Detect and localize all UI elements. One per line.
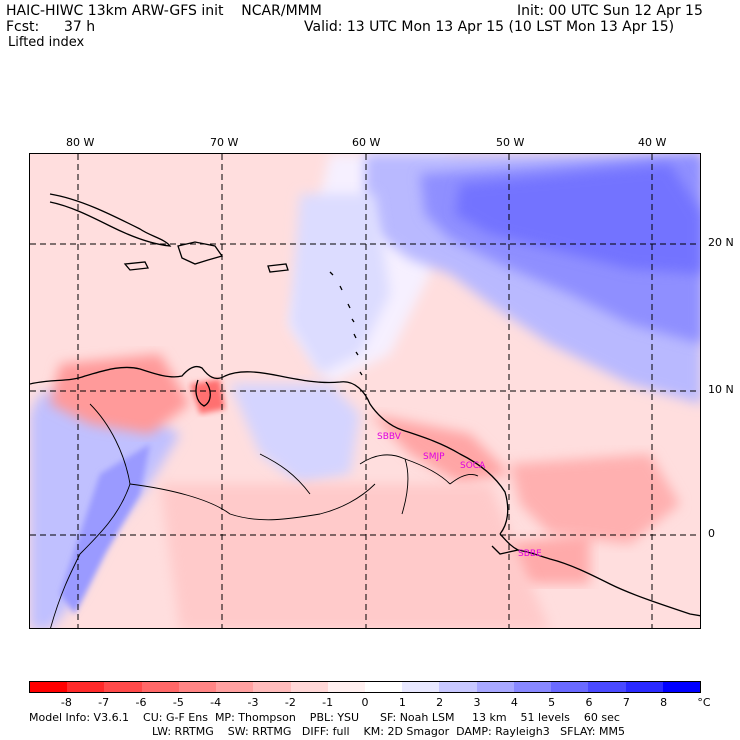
colorbar-tick-label: 1 — [398, 696, 406, 709]
colorbar-segment — [67, 682, 105, 692]
colorbar-tick-label: 4 — [510, 696, 518, 709]
colorbar-tick-label: 7 — [622, 696, 630, 709]
colorbar-tick-label: 2 — [436, 696, 444, 709]
colorbar-segment — [30, 682, 68, 692]
forecast-label: Fcst: — [6, 19, 40, 35]
colorbar-tick-label: -6 — [135, 696, 147, 709]
colorbar-tick-label: -8 — [60, 696, 72, 709]
lifted-index-field — [30, 154, 700, 628]
colorbar-units: °C — [697, 696, 711, 709]
colorbar-tick-label: -2 — [284, 696, 296, 709]
colorbar-segment — [290, 682, 328, 692]
valid-time: Valid: 13 UTC Mon 13 Apr 15 (10 LST Mon … — [304, 19, 675, 35]
lon-label-70w: 70 W — [210, 136, 239, 149]
colorbar-tick-label: -4 — [210, 696, 222, 709]
colorbar-segment — [551, 682, 589, 692]
lat-label-eq: 0 — [708, 527, 715, 540]
colorbar-segment — [253, 682, 291, 692]
colorbar-segment — [104, 682, 142, 692]
colorbar-segment — [439, 682, 477, 692]
colorbar-segment — [178, 682, 217, 692]
lon-label-80w: 80 W — [66, 136, 95, 149]
model-info-line2: LW: RRTMG SW: RRTMG DIFF: full KM: 2D Sm… — [152, 725, 625, 738]
map-title: HAIC-HIWC 13km ARW-GFS init NCAR/MMM — [6, 3, 322, 19]
colorbar-segment — [476, 682, 514, 692]
lat-label-20n: 20 N — [708, 236, 734, 249]
init-time: Init: 00 UTC Sun 12 Apr 15 — [517, 3, 703, 19]
station-label-sbbv: SBBV — [377, 432, 401, 442]
colorbar-segment — [402, 682, 440, 692]
colorbar-segment — [625, 682, 663, 692]
colorbar-tick-label: 0 — [361, 696, 369, 709]
lat-label-10n: 10 N — [708, 383, 734, 396]
station-label-soca: SOCA — [460, 461, 486, 471]
colorbar-segment — [327, 682, 365, 692]
colorbar-segment — [662, 682, 700, 692]
map-panel — [29, 153, 701, 629]
lon-label-50w: 50 W — [496, 136, 525, 149]
colorbar — [29, 681, 701, 693]
colorbar-segment — [141, 682, 179, 692]
colorbar-tick-label: -5 — [172, 696, 184, 709]
colorbar-tick-label: -3 — [247, 696, 259, 709]
colorbar-tick-label: 8 — [660, 696, 668, 709]
colorbar-tick-label: -7 — [98, 696, 110, 709]
lon-label-60w: 60 W — [352, 136, 381, 149]
colorbar-tick-label: -1 — [322, 696, 334, 709]
colorbar-segment — [216, 682, 254, 692]
forecast-hour: 37 h — [64, 19, 96, 35]
colorbar-tick-label: 3 — [473, 696, 481, 709]
colorbar-segment — [364, 682, 403, 692]
lon-label-40w: 40 W — [638, 136, 667, 149]
station-label-smjp: SMJP — [423, 452, 445, 462]
field-name: Lifted index — [8, 35, 85, 50]
station-label-sbbe: SBBE — [518, 549, 542, 559]
model-info-line1: Model Info: V3.6.1 CU: G-F Ens MP: Thomp… — [29, 711, 620, 724]
colorbar-tick-label: 5 — [548, 696, 556, 709]
colorbar-tick-label: 6 — [585, 696, 593, 709]
colorbar-segment — [513, 682, 552, 692]
colorbar-segment — [588, 682, 626, 692]
